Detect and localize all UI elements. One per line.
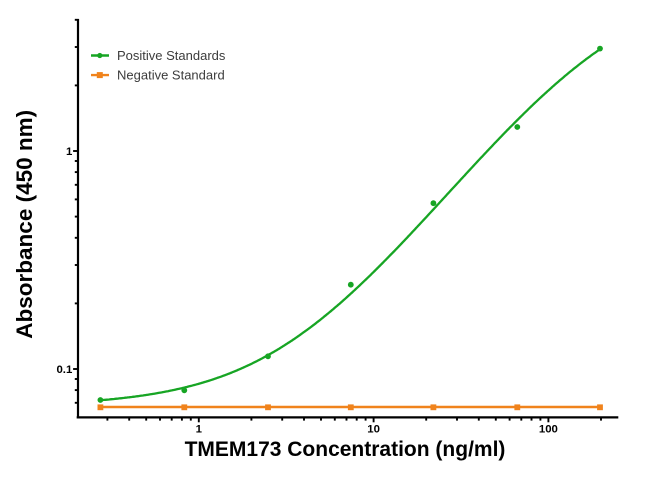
svg-text:Absorbance (450 nm): Absorbance (450 nm) <box>12 110 37 339</box>
svg-text:TMEM173 Concentration (ng/ml): TMEM173 Concentration (ng/ml) <box>185 438 506 461</box>
svg-text:1: 1 <box>66 146 73 158</box>
svg-text:Positive Standards: Positive Standards <box>117 48 226 63</box>
svg-text:10: 10 <box>367 424 380 436</box>
svg-text:1: 1 <box>196 424 203 436</box>
svg-text:Negative Standard: Negative Standard <box>117 68 225 83</box>
svg-text:0.1: 0.1 <box>56 364 72 376</box>
svg-text:100: 100 <box>539 424 558 436</box>
